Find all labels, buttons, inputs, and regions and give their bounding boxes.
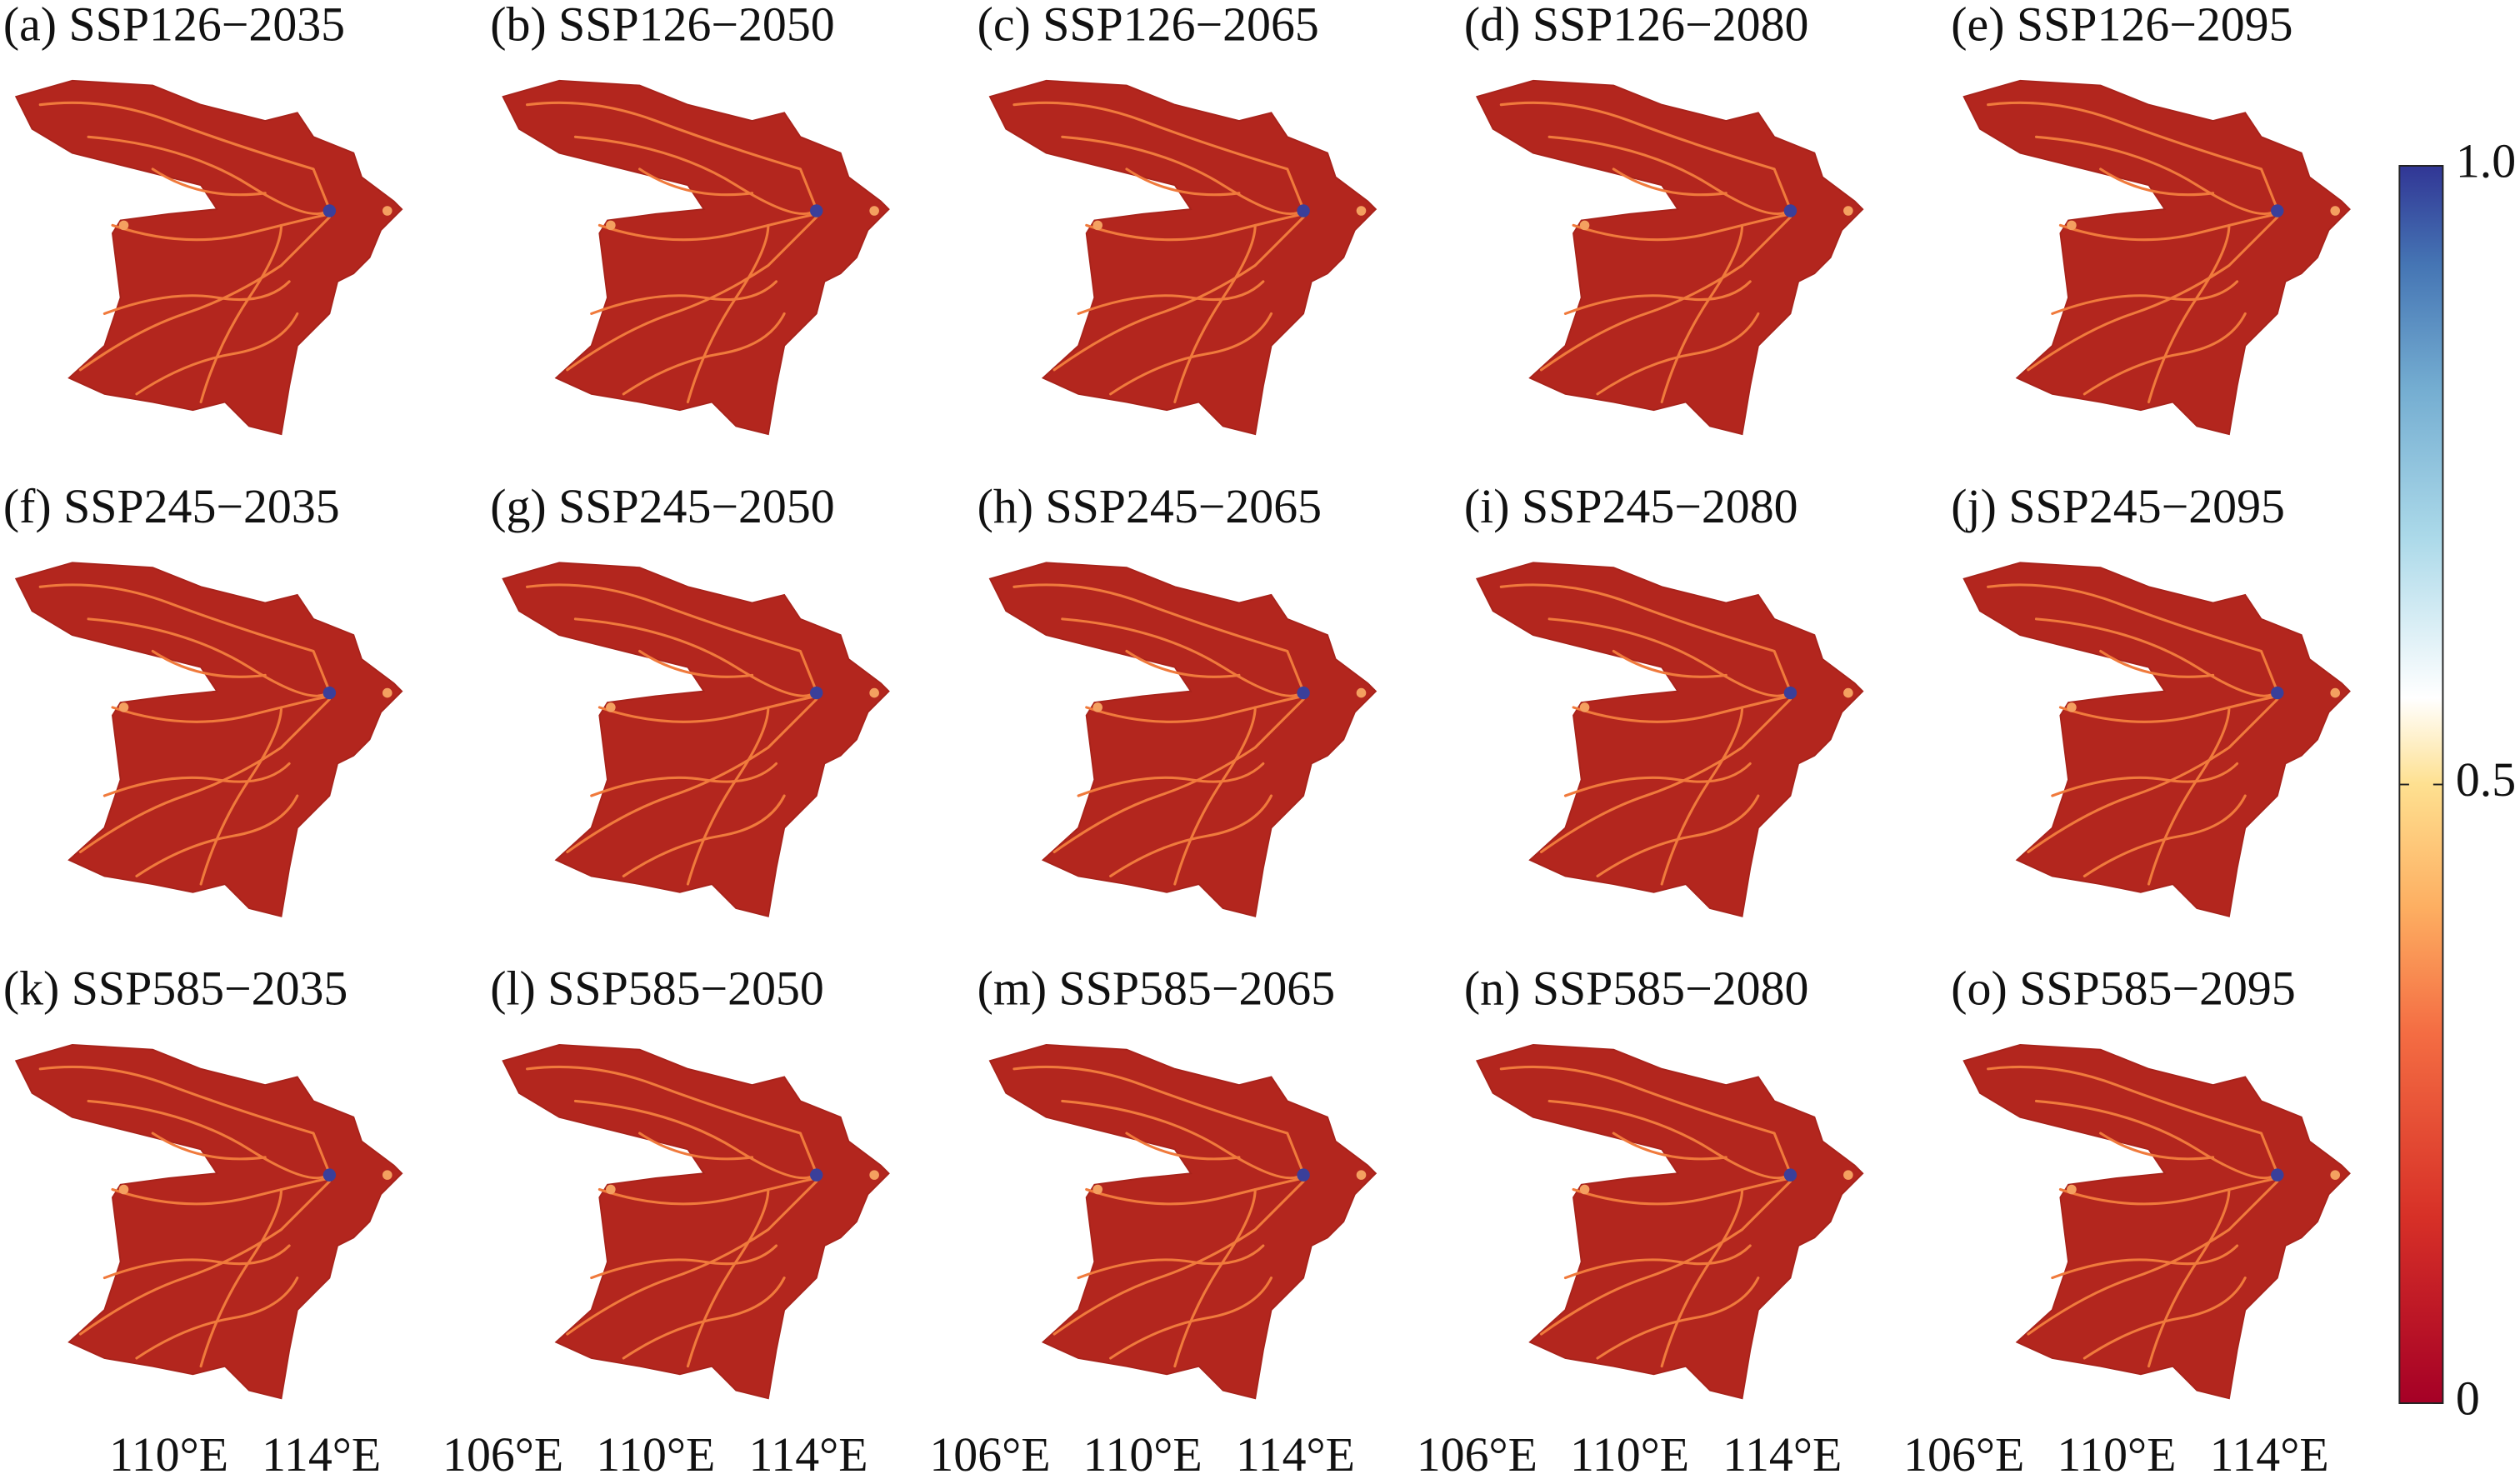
x-tick-label: 114°E bbox=[262, 1427, 381, 1479]
x-tick-label: 114°E bbox=[1722, 1427, 1842, 1479]
x-tick-label: 110°E bbox=[596, 1427, 715, 1479]
x-tick-label: 114°E bbox=[2210, 1427, 2329, 1479]
panel-title: (d) SSP126−2080 bbox=[1464, 0, 1809, 51]
x-tick-label: 114°E bbox=[749, 1427, 868, 1479]
x-tick-label: 110°E bbox=[2057, 1427, 2176, 1479]
x-tick-label: 110°E bbox=[1570, 1427, 1689, 1479]
panel-title: (j) SSP245−2095 bbox=[1951, 479, 2285, 533]
panel-title: (a) SSP126−2035 bbox=[3, 0, 345, 51]
panel-title: (i) SSP245−2080 bbox=[1464, 479, 1798, 533]
panel-title: (e) SSP126−2095 bbox=[1951, 0, 2292, 51]
x-tick-label: 110°E bbox=[109, 1427, 228, 1479]
panel-title: (m) SSP585−2065 bbox=[978, 961, 1336, 1015]
x-tick-label: 106°E bbox=[929, 1427, 1050, 1479]
panel-title: (c) SSP126−2065 bbox=[978, 0, 1319, 51]
x-tick-label: 110°E bbox=[1083, 1427, 1202, 1479]
x-tick-label: 106°E bbox=[442, 1427, 563, 1479]
panel-title: (l) SSP585−2050 bbox=[490, 961, 824, 1015]
panel-title: (n) SSP585−2080 bbox=[1464, 961, 1809, 1015]
colorbar-tick-label: 0 bbox=[2456, 1371, 2480, 1425]
x-tick-label: 106°E bbox=[1417, 1427, 1538, 1479]
colorbar-tick-label: 1.0 bbox=[2456, 133, 2516, 187]
x-tick-label: 106°E bbox=[1903, 1427, 2024, 1479]
panel-title: (b) SSP126−2050 bbox=[490, 0, 835, 51]
x-tick-label: 114°E bbox=[1236, 1427, 1355, 1479]
panel-title: (f) SSP245−2035 bbox=[3, 479, 340, 533]
panel-title: (k) SSP585−2035 bbox=[3, 961, 348, 1015]
panel-title: (g) SSP245−2050 bbox=[490, 479, 835, 533]
panel-title: (h) SSP245−2065 bbox=[978, 479, 1322, 533]
colorbar-tick-label: 0.5 bbox=[2456, 752, 2516, 807]
panel-title: (o) SSP585−2095 bbox=[1951, 961, 2296, 1015]
